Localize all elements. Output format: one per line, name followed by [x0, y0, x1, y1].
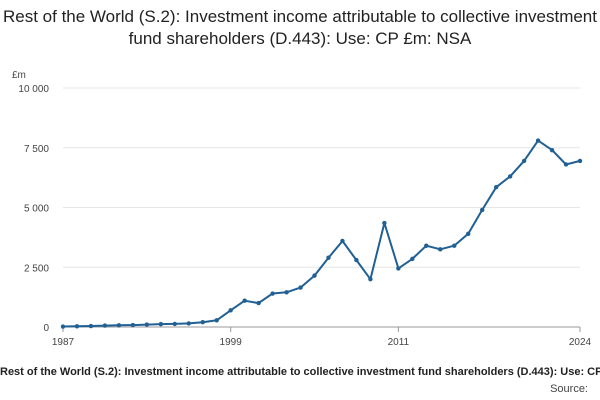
- data-point[interactable]: [354, 257, 359, 263]
- y-unit-label: £m: [12, 70, 26, 81]
- y-tick-label: 7 500: [24, 144, 49, 155]
- data-point[interactable]: [298, 285, 303, 290]
- chart-title: Rest of the World (S.2): Investment inco…: [2, 7, 597, 48]
- data-point[interactable]: [479, 207, 485, 213]
- legend-entry: Rest of the World (S.2): Investment inco…: [0, 366, 600, 378]
- data-point[interactable]: [438, 247, 443, 252]
- y-tick-label: 0: [43, 323, 49, 334]
- data-point[interactable]: [326, 255, 331, 260]
- data-point[interactable]: [312, 273, 317, 278]
- x-tick-label: 1987: [52, 337, 75, 348]
- data-point[interactable]: [493, 184, 499, 190]
- data-point[interactable]: [186, 321, 191, 326]
- data-point[interactable]: [382, 220, 387, 226]
- data-point[interactable]: [102, 323, 108, 328]
- data-point[interactable]: [549, 147, 555, 153]
- data-point[interactable]: [577, 158, 583, 164]
- data-point[interactable]: [172, 321, 177, 327]
- data-point[interactable]: [242, 298, 247, 303]
- y-tick-label: 5 000: [24, 204, 49, 215]
- y-tick-label: 2 500: [24, 263, 49, 274]
- data-point[interactable]: [563, 162, 569, 167]
- data-point[interactable]: [88, 323, 94, 329]
- x-tick-label: 2024: [569, 337, 592, 348]
- data-point[interactable]: [368, 277, 373, 282]
- data-point[interactable]: [521, 158, 527, 164]
- data-point[interactable]: [284, 290, 289, 295]
- data-point[interactable]: [158, 321, 164, 327]
- source-label: Source:: [550, 383, 588, 395]
- series-layer: [60, 138, 583, 329]
- data-point[interactable]: [396, 266, 401, 271]
- data-point[interactable]: [270, 291, 275, 296]
- data-point[interactable]: [452, 243, 457, 248]
- y-tick-label: 10 000: [18, 84, 49, 95]
- data-point[interactable]: [214, 318, 219, 323]
- data-point[interactable]: [60, 324, 66, 329]
- data-point[interactable]: [74, 324, 80, 329]
- data-point[interactable]: [200, 320, 205, 325]
- data-point[interactable]: [116, 323, 122, 328]
- x-axis: 1987 1999 2011 2024: [52, 326, 592, 348]
- x-tick-label: 2011: [388, 337, 410, 348]
- data-point[interactable]: [256, 300, 261, 306]
- data-point[interactable]: [340, 238, 345, 244]
- data-point[interactable]: [535, 138, 541, 143]
- x-tick-label: 1999: [220, 337, 243, 348]
- series-line: [62, 139, 581, 328]
- data-point[interactable]: [410, 256, 415, 262]
- data-point[interactable]: [130, 322, 136, 328]
- data-point[interactable]: [507, 174, 513, 179]
- data-point[interactable]: [228, 308, 233, 313]
- data-point[interactable]: [144, 322, 150, 327]
- gridlines: 0 2 500 5 000 7 500 10 000: [18, 84, 580, 334]
- data-point[interactable]: [466, 231, 471, 236]
- data-point[interactable]: [424, 243, 429, 248]
